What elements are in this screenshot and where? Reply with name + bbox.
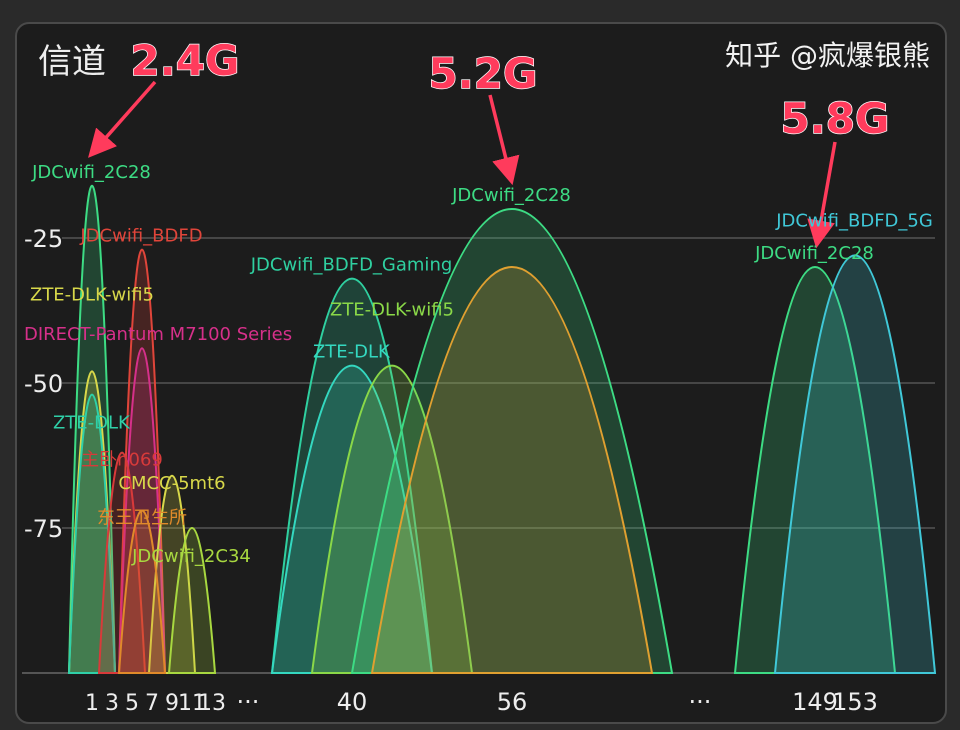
network-curve	[270, 364, 434, 674]
network-curve	[67, 185, 117, 674]
y-tick-label: -25	[24, 225, 63, 253]
x-tick-label: 11	[178, 691, 206, 716]
network-label: JDCwifi_2C28	[31, 162, 151, 183]
network-label: 东王卫生所	[97, 508, 187, 529]
network-curve	[270, 277, 434, 674]
network-curve	[733, 266, 897, 674]
x-tick-label: 7	[145, 691, 159, 716]
x-tick-label: 40	[337, 688, 368, 716]
network-curve	[117, 509, 167, 674]
network-label: JDCwifi_2C34	[131, 546, 251, 567]
network-label: ZTE-DLK	[53, 413, 131, 434]
watermark: 知乎 @疯爆银熊	[725, 39, 930, 72]
network-label: JDCwifi_BDFD	[79, 226, 202, 247]
network-curve	[167, 527, 217, 674]
network-curve	[370, 266, 654, 674]
annotation-label: 5.8G	[781, 94, 890, 143]
x-tick-label: 153	[832, 688, 878, 716]
network-label: JDCwifi_BDFD_Gaming	[250, 255, 453, 276]
network-curve	[350, 208, 674, 674]
channel-chart-card	[15, 22, 947, 724]
x-tick-label: 149	[792, 688, 838, 716]
x-tick-label: ···	[237, 688, 260, 716]
annotation-arrow	[88, 80, 157, 158]
x-tick-label: 3	[105, 691, 119, 716]
x-tick-label: 9	[165, 691, 179, 716]
network-label: 主卧n069	[81, 450, 163, 471]
x-tick-label: ···	[689, 688, 712, 716]
y-tick-label: -75	[24, 515, 63, 543]
network-label: JDCwifi_BDFD_5G	[775, 210, 933, 231]
network-label: CMCC-5mt6	[118, 473, 225, 494]
annotation-arrow	[807, 141, 837, 249]
network-label: ZTE-DLK-wifi5	[330, 300, 454, 321]
annotation-label: 5.2G	[429, 49, 538, 98]
network-label: DIRECT-Pantum M7100 Series	[24, 324, 292, 345]
network-curve	[773, 254, 937, 674]
network-label: ZTE-DLK-wifi5	[30, 284, 154, 305]
annotation-label: 2.4G	[131, 36, 240, 85]
page-title: 信道	[38, 42, 106, 82]
network-label: ZTE-DLK	[313, 342, 391, 363]
x-tick-label: 56	[497, 688, 528, 716]
network-label: JDCwifi_2C28	[754, 243, 874, 264]
network-label: JDCwifi_2C28	[451, 185, 571, 206]
network-curve	[117, 248, 167, 674]
network-curve	[97, 451, 147, 674]
x-tick-label: 5	[125, 691, 139, 716]
network-curve	[310, 364, 474, 674]
y-tick-label: -50	[24, 370, 63, 398]
annotation-arrow	[488, 94, 520, 186]
x-tick-label: 1	[85, 691, 99, 716]
x-tick-label: 13	[198, 691, 226, 716]
